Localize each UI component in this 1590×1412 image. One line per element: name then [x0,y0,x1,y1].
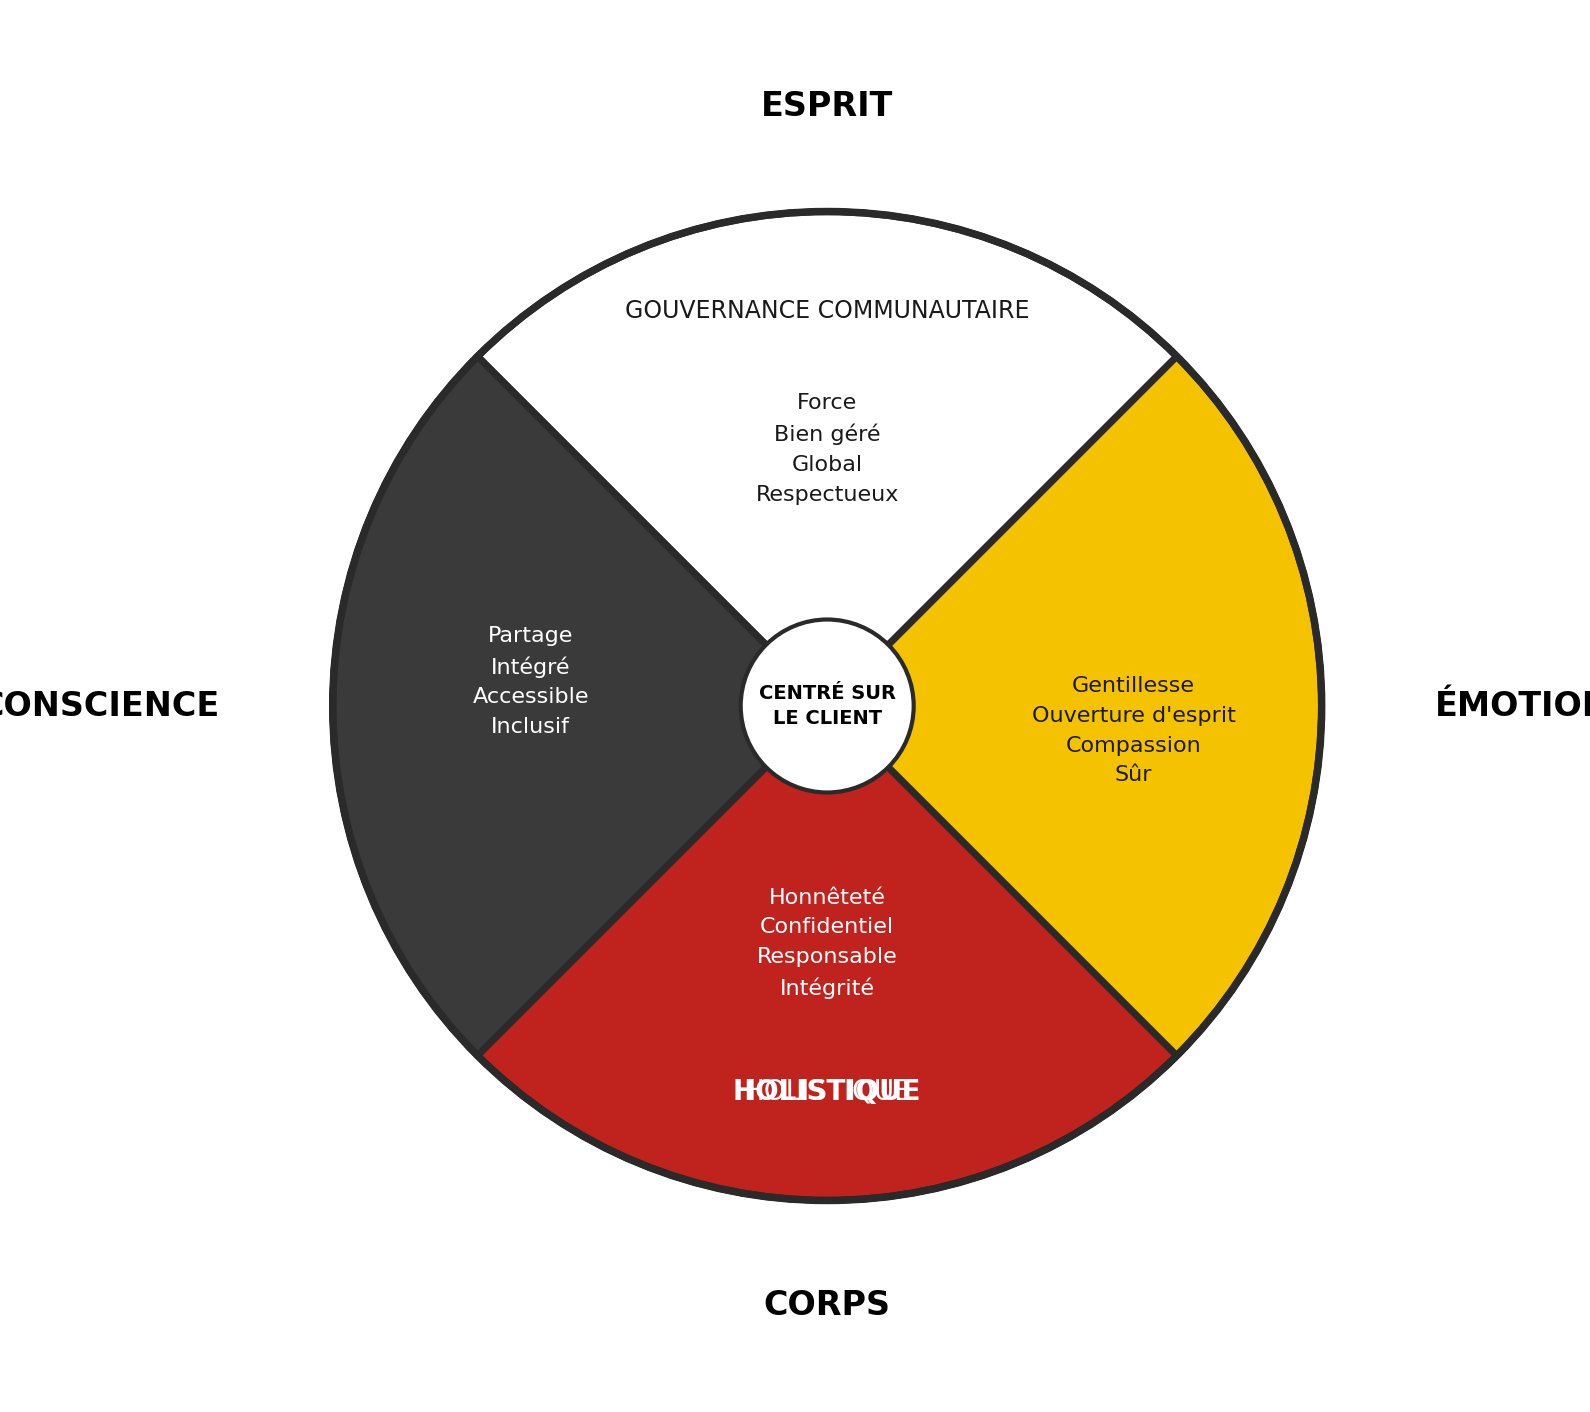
Text: HOLISTIQUE: HOLISTIQUE [743,1077,911,1106]
Text: HOLISTIQUE: HOLISTIQUE [733,1077,922,1106]
Wedge shape [477,706,1177,1200]
Wedge shape [827,356,1321,1056]
Text: Gentillesse
Ouverture d'esprit
Compassion
Sûr: Gentillesse Ouverture d'esprit Compassio… [1032,676,1235,785]
Text: GOUVERNANCE COMMUNAUTAIRE: GOUVERNANCE COMMUNAUTAIRE [625,298,1029,322]
Text: Honnêteté
Confidentiel
Responsable
Intégrité: Honnêteté Confidentiel Responsable Intég… [757,888,898,998]
Text: ESPRIT: ESPRIT [762,90,894,123]
Text: CENTRÉ SUR
LE CLIENT: CENTRÉ SUR LE CLIENT [758,683,895,729]
Text: Partage
Intégré
Accessible
Inclusif: Partage Intégré Accessible Inclusif [472,626,588,737]
Text: Force
Bien géré
Global
Respectueux: Force Bien géré Global Respectueux [755,394,898,504]
Wedge shape [477,212,1177,706]
Wedge shape [332,356,827,1056]
Circle shape [329,208,1326,1204]
Text: CONSCIENCE: CONSCIENCE [0,689,219,723]
Text: CORPS: CORPS [763,1289,890,1322]
Circle shape [741,620,914,792]
Text: ÉMOTION: ÉMOTION [1436,689,1590,723]
